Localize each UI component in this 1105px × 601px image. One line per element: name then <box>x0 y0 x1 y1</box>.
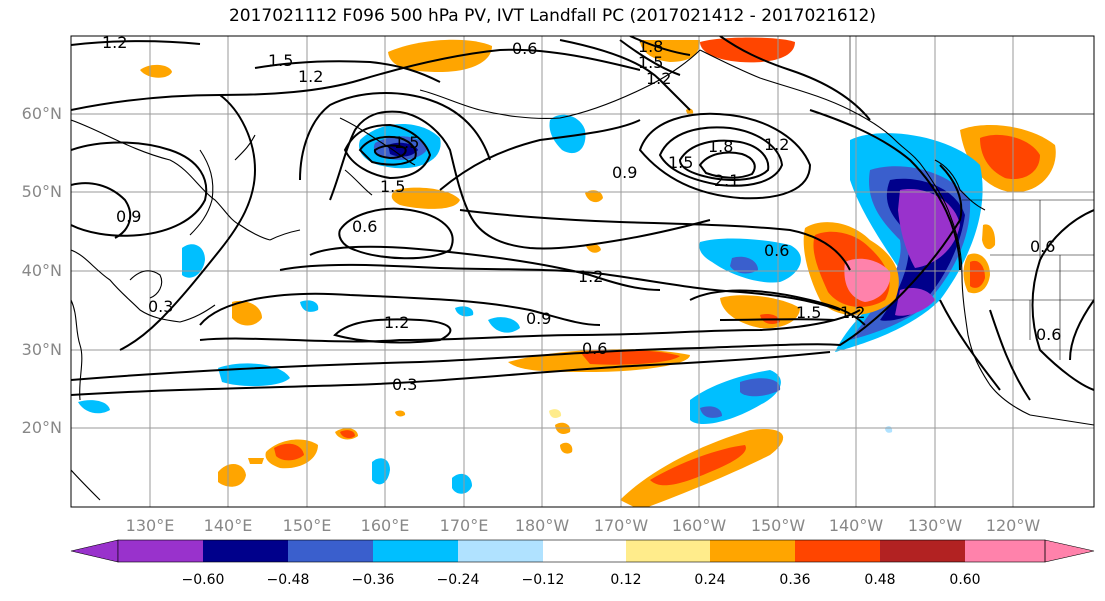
lat-label: 30°N <box>21 340 62 359</box>
contour-label: 1.2 <box>102 33 127 52</box>
contour-label: 0.9 <box>612 163 637 182</box>
contour-label: 1.5 <box>268 51 293 70</box>
contour-label: 1.2 <box>840 303 865 322</box>
contour-label: 0.6 <box>764 241 789 260</box>
map-panel: 1.2 1.5 1.2 0.6 1.8 1.5 1.2 0.9 1.5 0.6 … <box>71 33 1094 507</box>
colorbar-tick: 0.12 <box>610 572 642 588</box>
colorbar-tick: 0.36 <box>779 572 811 588</box>
pv-contours <box>71 36 1094 401</box>
contour-label: 0.9 <box>526 309 551 328</box>
contour-label: 0.6 <box>582 339 607 358</box>
colorbar-tick: 0.24 <box>694 572 726 588</box>
colorbar-tick: −0.36 <box>351 572 395 588</box>
lon-label: 150°E <box>282 516 332 535</box>
contour-label: 1.5 <box>638 53 663 72</box>
contour-label: 2.1 <box>714 171 739 190</box>
contour-label: 0.6 <box>1036 325 1061 344</box>
colorbar-tick: −0.48 <box>266 572 310 588</box>
contour-label: 1.5 <box>380 177 405 196</box>
borders <box>849 36 1094 360</box>
lon-label: 180°W <box>514 516 570 535</box>
colorbar-tick: −0.60 <box>181 572 225 588</box>
contour-label: 1.8 <box>638 37 663 56</box>
lon-label: 140°W <box>828 516 884 535</box>
contour-label: 1.5 <box>668 153 693 172</box>
contour-label: 1.2 <box>646 69 671 88</box>
lon-label: 160°W <box>671 516 727 535</box>
lon-label: 130°E <box>125 516 175 535</box>
contour-label: 1.2 <box>384 313 409 332</box>
lon-label: 120°W <box>985 516 1041 535</box>
colorbar-tick: −0.12 <box>521 572 565 588</box>
lat-label: 60°N <box>21 104 62 123</box>
colorbar-tick: −0.24 <box>436 572 480 588</box>
lat-label: 40°N <box>21 261 62 280</box>
contour-label: 1.2 <box>298 67 323 86</box>
colorbar-tick: 0.48 <box>864 572 896 588</box>
contour-label: 0.6 <box>1030 237 1055 256</box>
contour-label: 0.9 <box>116 207 141 226</box>
lat-label: 20°N <box>21 418 62 437</box>
contour-label: 0.3 <box>148 297 173 316</box>
contour-label: 1.5 <box>796 303 821 322</box>
contour-label: 0.3 <box>392 375 417 394</box>
colorbar-extend-low <box>70 539 119 563</box>
gridlines <box>71 36 1094 507</box>
colorbar-extend-high <box>1044 539 1095 563</box>
lon-label: 140°E <box>203 516 253 535</box>
contour-label: 1.2 <box>578 267 603 286</box>
lon-label: 130°W <box>907 516 963 535</box>
lat-label: 50°N <box>21 182 62 201</box>
lon-label: 170°E <box>439 516 489 535</box>
map-frame <box>70 35 1095 508</box>
contour-label: 1.2 <box>764 135 789 154</box>
contour-label: 1.8 <box>708 137 733 156</box>
contour-label: 0.6 <box>352 217 377 236</box>
lon-label: 160°E <box>360 516 410 535</box>
lon-label: 170°W <box>593 516 649 535</box>
contour-labels: 1.2 1.5 1.2 0.6 1.8 1.5 1.2 0.9 1.5 0.6 … <box>102 33 1061 394</box>
lon-label: 150°W <box>750 516 806 535</box>
contour-label: 1.5 <box>394 133 419 152</box>
colorbar <box>70 539 1095 563</box>
map-title: 2017021112 F096 500 hPa PV, IVT Landfall… <box>228 6 876 26</box>
colorbar-tick: 0.60 <box>949 572 981 588</box>
contour-label: 0.6 <box>512 39 537 58</box>
